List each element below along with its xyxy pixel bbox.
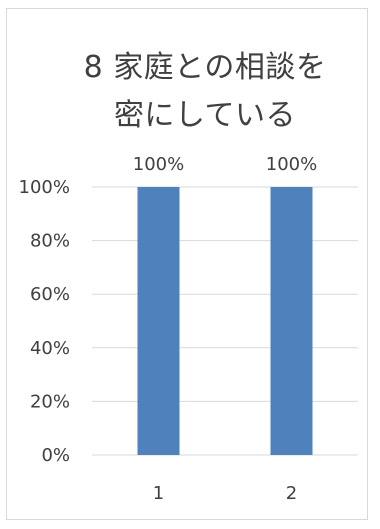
gridlines [92,186,358,456]
data-labels: 100% 100% [133,154,317,175]
data-label-2: 100% [266,154,317,175]
y-tick-label: 100% [19,177,70,198]
bar-1 [137,187,180,455]
bar-2 [270,187,313,455]
y-tick-label: 60% [30,284,70,305]
bars [137,187,313,455]
x-tick-label: 2 [286,483,297,504]
y-tick-label: 40% [30,338,70,359]
y-tick-label: 0% [41,445,70,466]
y-tick-label: 20% [30,391,70,412]
y-tick-label: 80% [30,231,70,252]
data-label-1: 100% [133,154,184,175]
x-tick-label: 1 [153,483,164,504]
chart-title: 8 家庭との相談を密にしている [83,50,327,133]
y-axis-ticks: 0% 20% 40% 60% 80% 100% [19,177,70,466]
